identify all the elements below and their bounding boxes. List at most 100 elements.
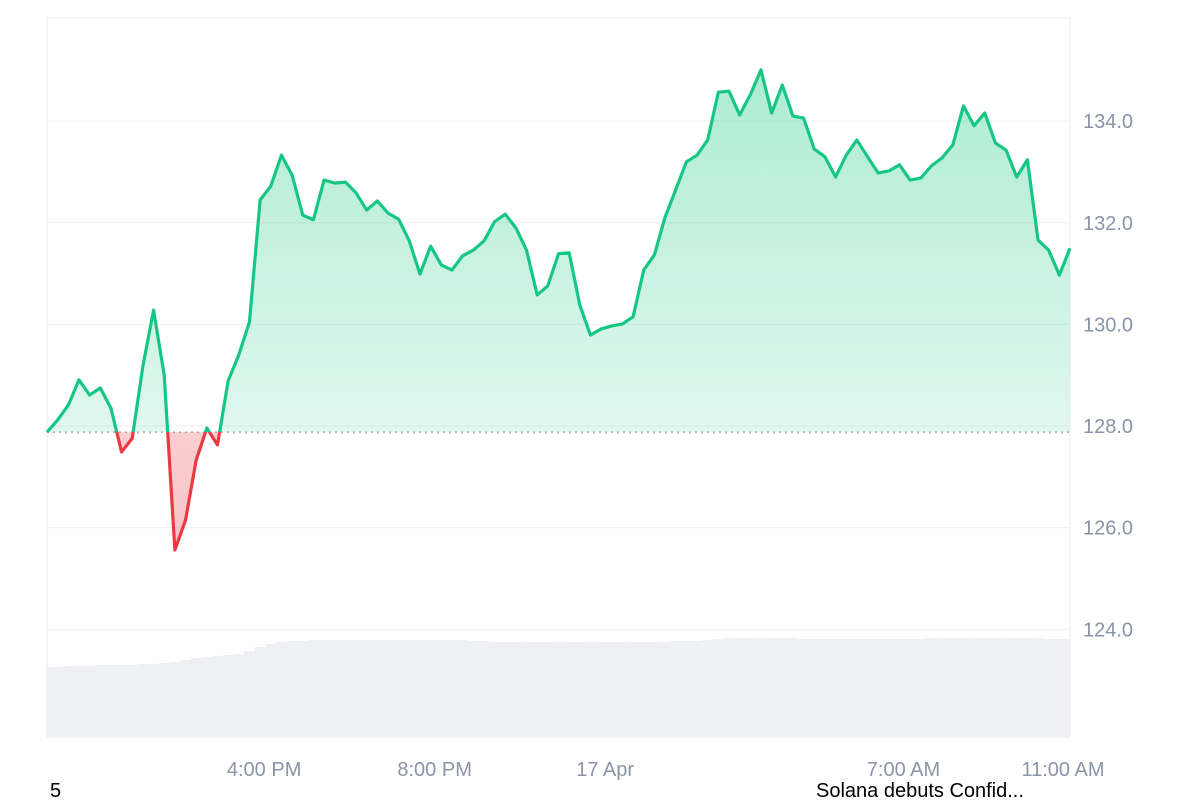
- volume-bar: [776, 638, 788, 737]
- volume-bar: [542, 642, 554, 737]
- volume-bar: [819, 639, 831, 737]
- volume-bar: [531, 642, 543, 737]
- volume-bar: [169, 662, 181, 737]
- volume-bar: [1000, 638, 1012, 737]
- volume-bar: [84, 666, 95, 737]
- volume-bar: [94, 665, 106, 737]
- volume-bar: [734, 638, 745, 737]
- area-up: [47, 69, 1070, 433]
- volume-bar: [894, 639, 905, 737]
- x-tick-label: 8:00 PM: [397, 759, 471, 781]
- volume-bar: [393, 640, 404, 737]
- volume-bar: [158, 663, 170, 737]
- annotation: Solana debuts Confid...: [816, 780, 1024, 800]
- volume-bar: [1043, 639, 1055, 737]
- annotation: 5: [50, 780, 61, 800]
- volume-bar: [595, 642, 607, 737]
- volume-bar: [244, 651, 255, 737]
- volume-bar: [915, 639, 927, 737]
- y-tick-label: 124.0: [1083, 619, 1133, 641]
- volume-bar: [1064, 639, 1070, 737]
- y-tick-label: 126.0: [1083, 518, 1133, 540]
- volume-bar: [521, 642, 532, 737]
- volume-bar: [808, 639, 820, 737]
- volume-bar: [1054, 639, 1065, 737]
- volume-bar: [478, 641, 490, 737]
- volume-bar: [872, 639, 884, 737]
- volume-bar: [1022, 638, 1033, 737]
- volume-bar: [787, 638, 799, 737]
- volume-bar: [190, 658, 202, 737]
- y-tick-label: 134.0: [1083, 111, 1133, 133]
- volume-bar: [414, 640, 426, 737]
- volume-bar: [659, 642, 671, 737]
- volume-bar: [105, 665, 117, 737]
- volume-bar: [606, 642, 618, 737]
- volume-bar: [201, 657, 213, 737]
- y-tick-label: 132.0: [1083, 213, 1133, 235]
- volume-bar: [148, 664, 159, 737]
- volume-bar: [926, 638, 937, 737]
- volume-bar: [851, 639, 863, 737]
- volume-bar: [329, 640, 341, 737]
- volume-bar: [180, 660, 191, 737]
- volume-bar: [276, 642, 287, 737]
- volume-bar: [403, 640, 415, 737]
- volume-bar: [883, 639, 895, 737]
- y-tick-label: 130.0: [1083, 314, 1133, 336]
- volume-bar: [574, 642, 586, 737]
- volume-bar: [372, 640, 383, 737]
- volume-bar: [713, 639, 724, 737]
- volume-bar: [425, 640, 436, 737]
- volume-bar: [361, 640, 373, 737]
- volume-bar: [137, 664, 149, 737]
- volume-bar: [489, 642, 500, 737]
- volume-bar: [936, 638, 948, 737]
- volume-bar: [702, 640, 714, 737]
- volume-bar: [457, 640, 468, 737]
- y-tick-label: 128.0: [1083, 416, 1133, 438]
- volume-bar: [1032, 638, 1044, 737]
- volume-bar: [297, 641, 309, 737]
- volume-bar: [350, 640, 362, 737]
- volume-bar: [691, 641, 703, 737]
- volume-bar: [254, 647, 266, 737]
- volume-bar: [499, 642, 511, 737]
- x-tick-label: 7:00 AM: [867, 759, 940, 781]
- volume-bar: [766, 638, 777, 737]
- volume-bar: [798, 639, 809, 737]
- volume-bar: [47, 667, 53, 737]
- volume-bar: [755, 638, 767, 737]
- price-line-up: [45, 68, 1072, 433]
- volume-bar: [318, 640, 330, 737]
- volume-bar: [382, 640, 394, 737]
- volume-bar: [638, 642, 650, 737]
- volume-bar: [627, 642, 639, 737]
- volume-bar: [617, 642, 628, 737]
- volume-bar: [340, 640, 351, 737]
- volume-bar: [467, 641, 479, 737]
- volume-bar: [286, 641, 298, 737]
- volume-bar: [947, 638, 959, 737]
- volume-bar: [52, 667, 63, 737]
- x-tick-label: 17 Apr: [576, 759, 634, 781]
- price-line-down: [47, 432, 222, 552]
- volume-bar: [649, 642, 660, 737]
- volume-bar: [233, 654, 245, 737]
- volume-bar: [265, 644, 277, 737]
- volume-bar: [968, 638, 980, 737]
- volume-bar: [744, 638, 756, 737]
- volume-bar: [840, 639, 852, 737]
- volume-bar: [212, 656, 223, 737]
- volume-bar: [681, 641, 692, 737]
- volume-bar: [862, 639, 873, 737]
- volume-bar: [73, 666, 85, 737]
- volume-bar: [904, 639, 916, 737]
- x-tick-label: 11:00 AM: [1021, 759, 1104, 781]
- volume-bar: [553, 642, 564, 737]
- volume-bar: [585, 642, 596, 737]
- volume-bar: [126, 665, 138, 737]
- volume-bar: [958, 638, 969, 737]
- volume-bar: [723, 638, 735, 737]
